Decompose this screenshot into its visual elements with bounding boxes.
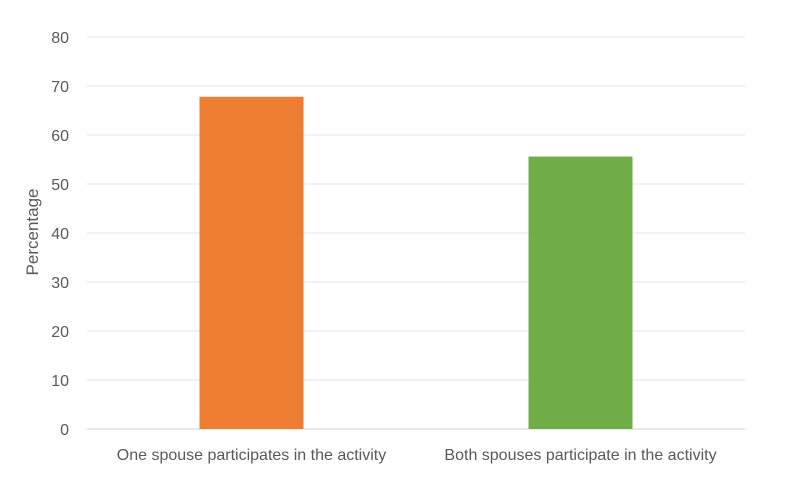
y-tick-label: 60 xyxy=(51,128,69,145)
y-tick-label: 0 xyxy=(60,422,69,439)
y-tick-label: 30 xyxy=(51,275,69,292)
x-axis-category-labels: One spouse participates in the activity B… xyxy=(117,447,717,464)
y-tick-label: 20 xyxy=(51,324,69,341)
y-axis-tick-labels: 0 10 20 30 40 50 60 70 80 xyxy=(51,30,69,439)
gridlines xyxy=(87,36,745,430)
y-tick-label: 70 xyxy=(51,79,69,96)
y-tick-label: 40 xyxy=(51,226,69,243)
y-tick-label: 50 xyxy=(51,177,69,194)
bar-1 xyxy=(199,96,304,429)
y-axis-title: Percentage xyxy=(23,189,42,276)
x-category-label: Both spouses participate in the activity xyxy=(444,447,716,464)
bar-2 xyxy=(528,156,633,429)
y-tick-label: 80 xyxy=(51,30,69,47)
bars xyxy=(199,96,633,429)
x-category-label: One spouse participates in the activity xyxy=(117,447,386,464)
y-tick-label: 10 xyxy=(51,373,69,390)
